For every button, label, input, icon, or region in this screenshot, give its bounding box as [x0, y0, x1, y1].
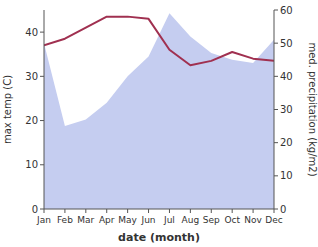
y-tick [40, 32, 44, 33]
x-tick-label: Oct [224, 215, 240, 225]
x-tick [274, 209, 275, 213]
y-tick [40, 120, 44, 121]
y2-tick-label: 30 [280, 104, 293, 115]
y-tick [40, 209, 44, 210]
y2-axis-label: med. precipitation (kg/m2) [307, 42, 318, 176]
x-tick [85, 209, 86, 213]
y-tick-label: 20 [25, 115, 38, 126]
y2-tick-label: 50 [280, 38, 293, 49]
x-tick [148, 209, 149, 213]
x-tick-label: Mar [77, 215, 94, 225]
y-tick-label: 30 [25, 71, 38, 82]
y-tick-label: 0 [32, 204, 38, 215]
y2-tick [274, 10, 278, 11]
x-tick-label: Jan [36, 215, 51, 225]
x-tick-label: May [118, 215, 137, 225]
y2-tick-label: 0 [280, 204, 286, 215]
x-tick [64, 209, 65, 213]
plot-area [44, 13, 274, 209]
y2-tick-label: 20 [280, 137, 293, 148]
x-tick-label: Dec [265, 215, 282, 225]
y2-tick [274, 175, 278, 176]
y2-tick-label: 60 [280, 5, 293, 16]
x-axis-label: date (month) [118, 231, 200, 244]
x-tick-label: Aug [182, 215, 200, 225]
x-axis-line [44, 209, 274, 210]
x-tick-label: Sep [203, 215, 220, 225]
x-tick [127, 209, 128, 213]
chart-svg: 0 10 20 30 40 0 10 20 30 40 50 60 Jan Feb Mar AprMay Jun… [0, 0, 318, 247]
x-tick [106, 209, 107, 213]
y2-tick-label: 40 [280, 71, 293, 82]
chart-container: 0 10 20 30 40 0 10 20 30 40 50 60 Jan Feb Mar AprMay Jun… [0, 0, 318, 247]
precipitation-area [44, 13, 274, 209]
y2-tick [274, 76, 278, 77]
x-tick [232, 209, 233, 213]
x-tick-label: Jul [163, 215, 175, 225]
y-axis-label: max temp (C) [2, 75, 13, 144]
x-tick [44, 209, 45, 213]
x-tick-label: Feb [57, 215, 73, 225]
x-tick-label: Nov [244, 215, 262, 225]
x-tick-label: Apr [99, 215, 115, 225]
y-tick-label: 40 [25, 27, 38, 38]
y2-tick [274, 142, 278, 143]
y-tick-label: 10 [25, 159, 38, 170]
y-tick [40, 164, 44, 165]
y-tick [40, 76, 44, 77]
y2-tick-label: 10 [280, 170, 293, 181]
x-tick [253, 209, 254, 213]
y2-tick [274, 209, 278, 210]
x-tick [190, 209, 191, 213]
x-tick-label: Jun [141, 215, 156, 225]
x-tick [169, 209, 170, 213]
y2-tick [274, 43, 278, 44]
temperature-line [44, 17, 274, 66]
y2-tick [274, 109, 278, 110]
x-tick [211, 209, 212, 213]
y-axis-line [44, 10, 45, 209]
